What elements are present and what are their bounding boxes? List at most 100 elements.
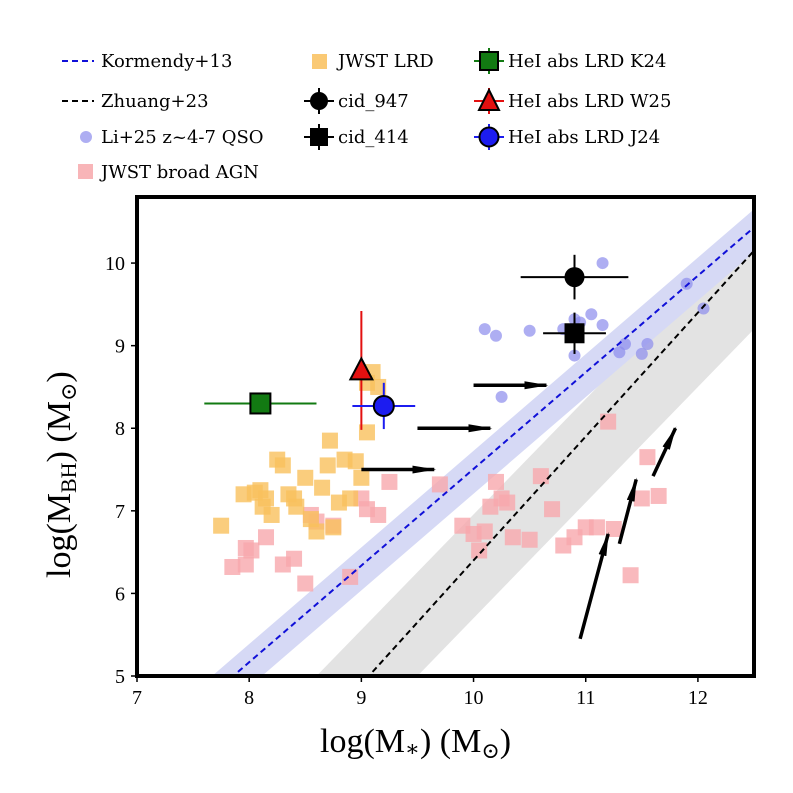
arrow <box>578 532 610 640</box>
marker-circle <box>564 267 585 288</box>
broad-agn-point <box>622 567 639 584</box>
legend-entry-kormendy: Kormendy+13 <box>62 51 232 72</box>
y-tick-label: 10 <box>105 253 125 275</box>
qso-point <box>478 323 491 336</box>
y-tick-label: 6 <box>115 583 125 605</box>
broad-agn-point <box>431 476 448 493</box>
qso-point <box>489 329 502 342</box>
y-tick-label: 7 <box>115 501 125 523</box>
qso-point <box>641 338 654 351</box>
legend-label-k24: HeI abs LRD K24 <box>508 51 666 72</box>
lrd-point <box>347 453 364 470</box>
broad-agn-point <box>243 542 260 559</box>
broad-agn-point <box>532 468 549 485</box>
lrd-point <box>342 490 359 507</box>
special-point-hei-abs-lrd-w25 <box>348 310 375 430</box>
broad-agn-point <box>639 449 656 466</box>
lrd-point <box>353 469 370 486</box>
y-axis-ticks: 5 6 7 8 9 10 <box>105 253 137 688</box>
qso-point <box>523 324 536 337</box>
broad-agn-point <box>588 519 605 536</box>
broad-agn-point <box>297 575 314 592</box>
x-tick-label: 10 <box>464 687 484 709</box>
lrd-series <box>213 364 387 540</box>
x-title-main: log(M <box>320 723 405 760</box>
x-title-unit-close: ) <box>500 723 511 760</box>
broad-agn-point <box>286 550 303 567</box>
legend-label-qso: Li+25 z~4-7 QSO <box>101 127 264 148</box>
qso-point <box>596 319 609 332</box>
legend-label-w25: HeI abs LRD W25 <box>508 91 671 112</box>
qso-point <box>596 257 609 270</box>
x-tick-label: 11 <box>576 687 595 709</box>
broad-agn-point <box>471 542 488 559</box>
lrd-point <box>325 519 342 536</box>
marker-square <box>564 323 585 344</box>
marker-square <box>249 392 272 415</box>
x-title-unit-sub: ⊙ <box>481 738 499 763</box>
x-axis-ticks: 7 8 9 10 11 12 <box>132 676 708 709</box>
legend-label-cid947: cid_947 <box>338 91 409 112</box>
legend-swatch-broad-agn <box>78 164 93 179</box>
arrow <box>617 477 638 545</box>
x-tick-label: 12 <box>688 687 708 709</box>
lrd-point <box>297 469 314 486</box>
broad-agn-point <box>237 556 254 573</box>
lrd-point <box>370 378 387 395</box>
legend-label-j24: HeI abs LRD J24 <box>508 127 660 148</box>
lrd-point <box>258 490 275 507</box>
y-tick-label: 8 <box>115 418 125 440</box>
legend-entry-broad-agn: JWST broad AGN <box>78 162 259 183</box>
qso-point <box>635 347 648 360</box>
broad-agn-point <box>544 501 561 518</box>
legend-entry-zhuang: Zhuang+23 <box>62 91 209 112</box>
legend-entry-qso: Li+25 z~4-7 QSO <box>80 127 264 148</box>
legend-swatch-cid947 <box>310 92 328 110</box>
kormendy-scatter-band <box>212 209 754 676</box>
lrd-point <box>358 424 375 441</box>
broad-agn-point <box>650 487 667 504</box>
legend-swatch-w25 <box>477 87 501 111</box>
broad-agn-point <box>633 490 650 507</box>
x-title-unit-open: ) (M <box>420 723 481 760</box>
special-point-cid-947 <box>520 254 629 300</box>
legend-label-lrd: JWST LRD <box>336 51 434 72</box>
broad-agn-point <box>487 473 504 490</box>
y-title-unit-sub: ⊙ <box>56 383 81 401</box>
lrd-point <box>213 517 230 534</box>
broad-agn-point <box>476 523 493 540</box>
arrows <box>361 381 678 640</box>
y-title-unit-close: ) <box>41 371 78 382</box>
broad-agn-point <box>224 558 241 575</box>
qso-point <box>618 338 631 351</box>
y-title-main: log(M <box>41 493 78 578</box>
lrd-point <box>321 432 338 449</box>
legend-swatch-k24 <box>479 51 499 71</box>
legend-label-broad-agn: JWST broad AGN <box>99 162 259 183</box>
lrd-point <box>302 511 319 528</box>
x-tick-label: 9 <box>356 687 366 709</box>
plot-area <box>204 209 754 676</box>
lrd-point <box>288 498 305 515</box>
legend-entry-j24: HeI abs LRD J24 <box>474 124 660 150</box>
lrd-point <box>274 457 291 474</box>
legend-swatch-cid414 <box>310 128 328 146</box>
qso-point <box>680 277 693 290</box>
x-tick-label: 8 <box>244 687 254 709</box>
legend-entry-k24: HeI abs LRD K24 <box>474 48 666 74</box>
x-title-sub: ∗ <box>405 736 420 761</box>
broad-agn-point <box>499 494 516 511</box>
marker-triangle <box>348 356 375 381</box>
broad-agn-point <box>600 413 617 430</box>
legend-entry-w25: HeI abs LRD W25 <box>474 87 671 114</box>
broad-agn-point <box>521 531 538 548</box>
arrow <box>651 426 678 477</box>
legend-swatch-qso <box>80 131 92 143</box>
special-point-cid-414 <box>543 312 606 354</box>
y-title-sub: BH <box>56 462 81 493</box>
y-axis-title: log(MBH) (M⊙) <box>41 371 81 578</box>
y-tick-label: 9 <box>115 336 125 358</box>
legend: Kormendy+13 Zhuang+23 Li+25 z~4-7 QSO JW… <box>62 48 671 183</box>
lrd-point <box>319 457 336 474</box>
